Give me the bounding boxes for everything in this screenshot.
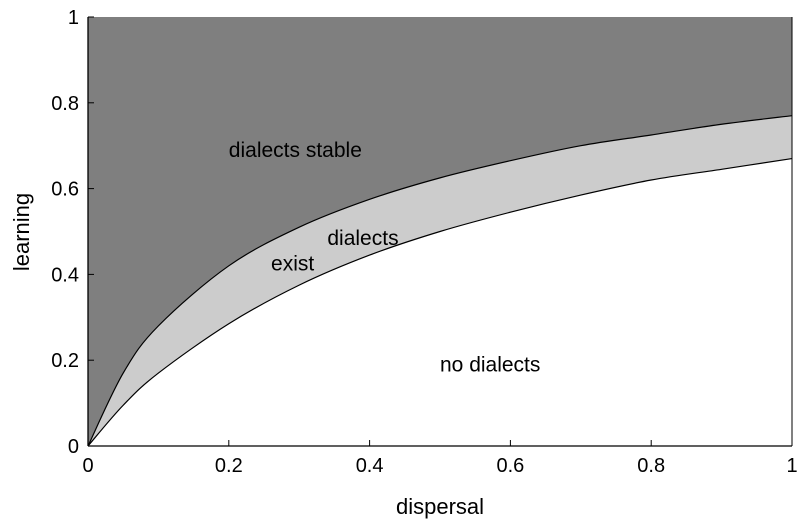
dialects-stable-region	[88, 17, 792, 446]
x-tick-label: 0	[82, 455, 93, 477]
region-label: dialects stable	[229, 139, 362, 162]
existence-boundary-line	[87, 157, 793, 447]
x-tick-label: 0.8	[637, 455, 665, 477]
y-axis-title: learning	[9, 193, 34, 271]
dialects-exist-region	[88, 115, 792, 447]
x-tick-label: 1	[786, 455, 797, 477]
region-annotations: dialects stable dialects exist no dialects	[229, 139, 541, 376]
x-tick-label: 0.4	[356, 455, 384, 477]
y-tick-label: 1	[68, 7, 79, 29]
stability-boundary-line	[87, 115, 793, 447]
boundary-lines	[87, 115, 793, 447]
axes: 0 0.2 0.4 0.6 0.8 1 0 0.2 0.4 0.6 0.8 1	[51, 7, 797, 477]
regions-layer	[88, 17, 792, 447]
region-label: no dialects	[440, 353, 540, 376]
region-label: exist	[271, 253, 314, 276]
x-tick-label: 0.2	[215, 455, 243, 477]
x-axis-title: dispersal	[396, 494, 484, 519]
y-tick-label: 0.8	[51, 93, 79, 115]
y-tick-label: 0	[68, 436, 79, 458]
y-tick-label: 0.6	[51, 179, 79, 201]
y-tick-label: 0.2	[51, 350, 79, 372]
x-tick-label: 0.6	[496, 455, 524, 477]
region-label: dialects	[327, 227, 398, 250]
y-tick-label: 0.4	[51, 264, 79, 286]
